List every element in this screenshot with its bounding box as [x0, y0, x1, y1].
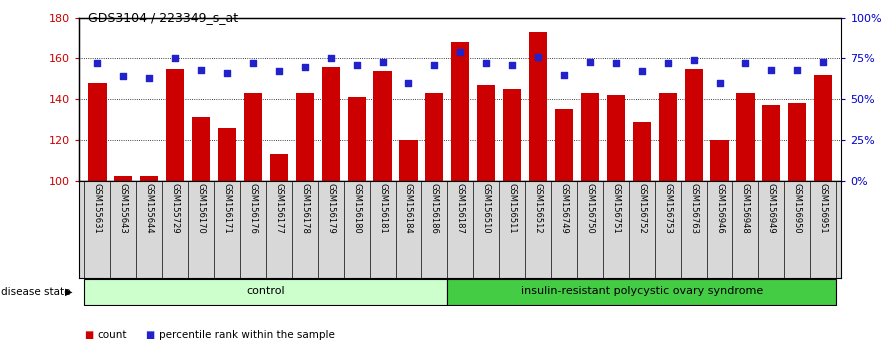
- Text: disease state: disease state: [1, 287, 70, 297]
- Point: [609, 61, 623, 66]
- Bar: [244, 93, 262, 181]
- Bar: [607, 95, 625, 181]
- Text: GSM156511: GSM156511: [507, 183, 516, 234]
- Text: GSM155643: GSM155643: [119, 183, 128, 234]
- Point: [91, 61, 105, 66]
- Point: [790, 67, 804, 73]
- Point: [194, 67, 208, 73]
- Bar: [374, 70, 392, 181]
- Bar: [451, 42, 470, 181]
- Point: [272, 69, 286, 74]
- Text: GSM156184: GSM156184: [404, 183, 413, 234]
- Bar: [685, 69, 703, 181]
- Point: [531, 54, 545, 59]
- Bar: [448, 279, 836, 305]
- Bar: [788, 103, 806, 181]
- Point: [323, 56, 337, 61]
- Text: GSM155729: GSM155729: [171, 183, 180, 234]
- Bar: [814, 75, 833, 181]
- Text: GSM156186: GSM156186: [430, 183, 439, 234]
- Point: [220, 70, 234, 76]
- Bar: [659, 93, 677, 181]
- Bar: [581, 93, 599, 181]
- Bar: [762, 105, 781, 181]
- Text: GSM156179: GSM156179: [326, 183, 335, 234]
- Text: GSM156170: GSM156170: [196, 183, 205, 234]
- Bar: [503, 89, 522, 181]
- Text: GSM156510: GSM156510: [482, 183, 491, 234]
- Text: control: control: [247, 286, 285, 297]
- Text: GDS3104 / 223349_s_at: GDS3104 / 223349_s_at: [88, 11, 238, 24]
- Bar: [140, 176, 159, 181]
- Text: GSM156181: GSM156181: [378, 183, 387, 234]
- Text: GSM156176: GSM156176: [248, 183, 257, 234]
- Bar: [167, 69, 184, 181]
- Text: GSM155631: GSM155631: [93, 183, 102, 234]
- Bar: [555, 109, 573, 181]
- Point: [816, 59, 830, 64]
- Text: GSM156178: GSM156178: [300, 183, 309, 234]
- Point: [583, 59, 597, 64]
- Text: percentile rank within the sample: percentile rank within the sample: [159, 330, 335, 339]
- Bar: [322, 67, 340, 181]
- Text: GSM156946: GSM156946: [715, 183, 724, 234]
- Point: [453, 49, 467, 55]
- Point: [350, 62, 364, 68]
- Point: [375, 59, 389, 64]
- Point: [505, 62, 519, 68]
- Point: [142, 75, 156, 81]
- Bar: [399, 140, 418, 181]
- Bar: [633, 121, 651, 181]
- Text: GSM156948: GSM156948: [741, 183, 750, 234]
- Bar: [710, 140, 729, 181]
- Text: GSM156751: GSM156751: [611, 183, 620, 234]
- Point: [168, 56, 182, 61]
- Text: count: count: [97, 330, 126, 339]
- Point: [765, 67, 779, 73]
- Text: GSM156180: GSM156180: [352, 183, 361, 234]
- Text: GSM156171: GSM156171: [223, 183, 232, 234]
- Bar: [270, 154, 288, 181]
- Text: GSM156752: GSM156752: [637, 183, 647, 234]
- Bar: [426, 93, 443, 181]
- Bar: [737, 93, 754, 181]
- Text: GSM156951: GSM156951: [818, 183, 828, 234]
- Text: ■: ■: [84, 330, 93, 339]
- Point: [402, 80, 416, 86]
- Bar: [218, 127, 236, 181]
- Text: GSM156763: GSM156763: [689, 183, 698, 234]
- Bar: [296, 93, 314, 181]
- Text: GSM156949: GSM156949: [766, 183, 776, 234]
- Text: GSM156177: GSM156177: [274, 183, 284, 234]
- Text: GSM156512: GSM156512: [534, 183, 543, 234]
- Bar: [88, 83, 107, 181]
- Text: GSM156187: GSM156187: [455, 183, 465, 234]
- Point: [557, 72, 571, 78]
- Text: insulin-resistant polycystic ovary syndrome: insulin-resistant polycystic ovary syndr…: [521, 286, 763, 297]
- Text: GSM156753: GSM156753: [663, 183, 672, 234]
- Text: GSM156950: GSM156950: [793, 183, 802, 234]
- Point: [634, 69, 648, 74]
- Point: [246, 61, 260, 66]
- Point: [686, 57, 700, 63]
- Point: [427, 62, 441, 68]
- Point: [298, 64, 312, 69]
- Point: [479, 61, 493, 66]
- Text: ▶: ▶: [64, 287, 72, 297]
- Bar: [192, 118, 211, 181]
- Bar: [348, 97, 366, 181]
- Text: GSM155644: GSM155644: [144, 183, 154, 234]
- Point: [661, 61, 675, 66]
- Bar: [85, 279, 448, 305]
- Text: GSM156749: GSM156749: [559, 183, 568, 234]
- Point: [738, 61, 752, 66]
- Bar: [115, 176, 132, 181]
- Bar: [529, 32, 547, 181]
- Text: ■: ■: [145, 330, 154, 339]
- Point: [116, 74, 130, 79]
- Text: GSM156750: GSM156750: [586, 183, 595, 234]
- Point: [713, 80, 727, 86]
- Bar: [478, 85, 495, 181]
